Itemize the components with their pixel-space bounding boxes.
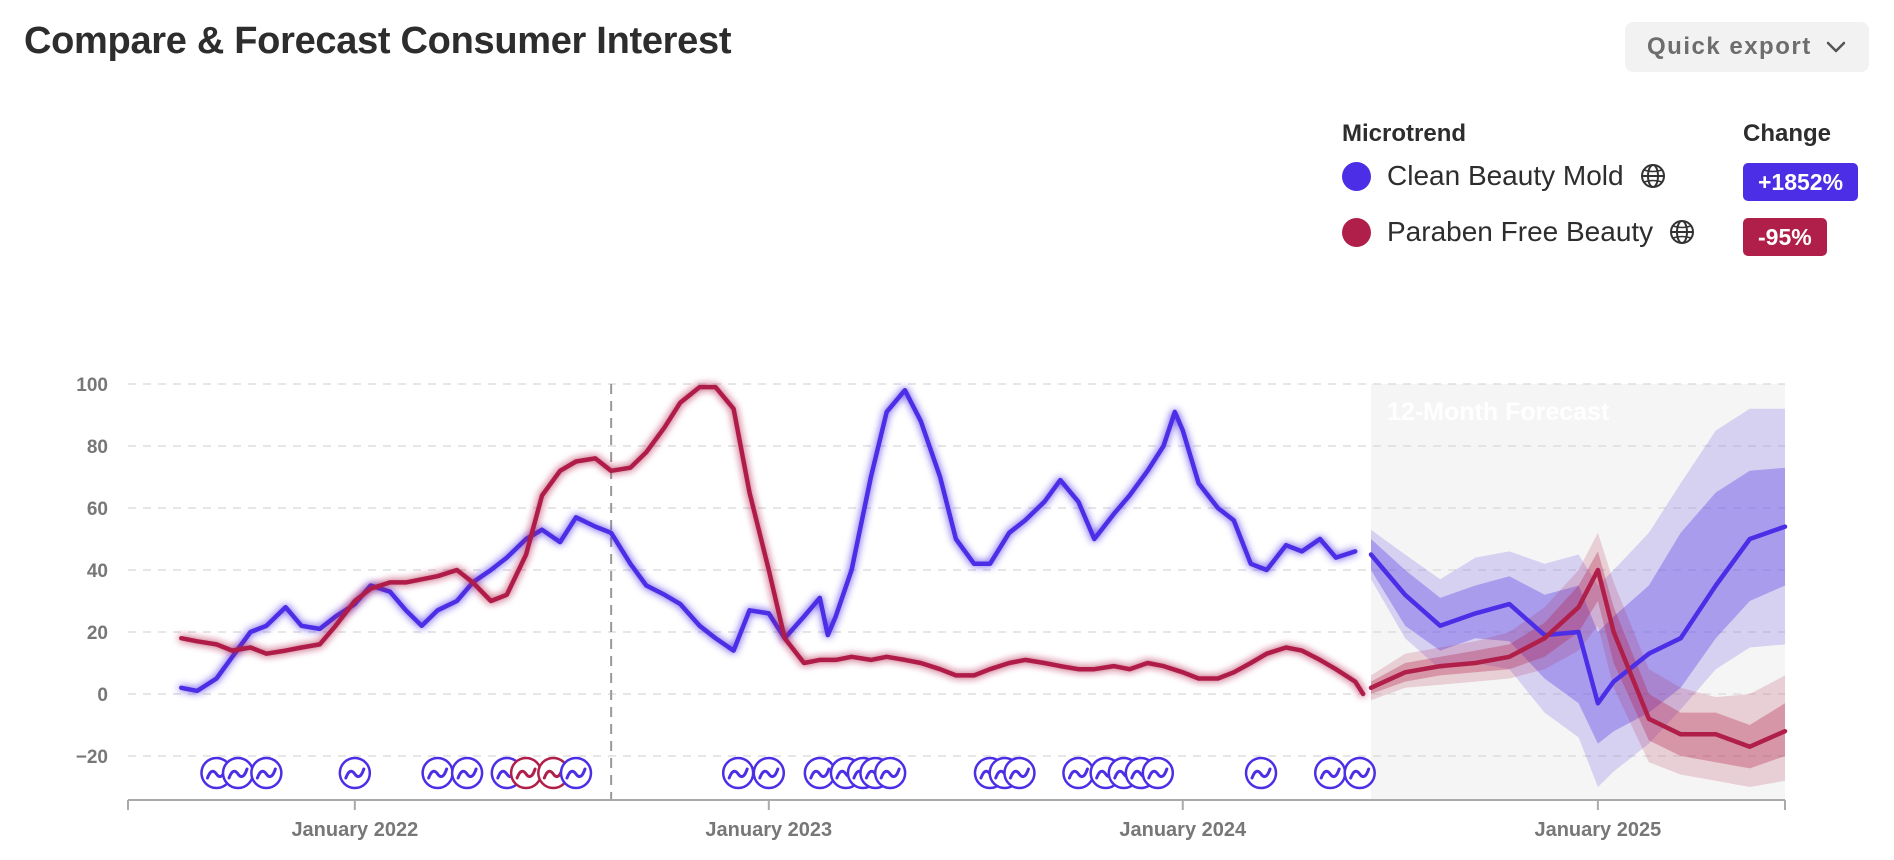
forecast-band-inner: [1371, 551, 1785, 769]
series-line: [179, 384, 1366, 697]
forecast-region: [1371, 384, 1785, 800]
trend-event-marker[interactable]: [1003, 756, 1036, 790]
trend-line-icon: [1008, 767, 1030, 780]
trend-event-marker[interactable]: [873, 756, 907, 790]
legend-change-header: Change: [1743, 120, 1832, 147]
y-tick-label: 60: [87, 499, 108, 520]
trend-line-icon: [809, 767, 831, 780]
trend-event-marker[interactable]: [721, 756, 755, 790]
trend-event-marker[interactable]: [250, 756, 283, 790]
trend-line-icon: [1319, 767, 1341, 780]
legend-item-label: Paraben Free Beauty: [1387, 216, 1654, 247]
trend-event-marker[interactable]: [803, 756, 837, 790]
trend-line-icon: [427, 767, 449, 780]
quick-export-label: Quick export: [1647, 33, 1812, 60]
y-tick-label: 80: [87, 437, 108, 458]
trend-event-marker[interactable]: [559, 756, 593, 790]
trend-line-icon: [758, 767, 780, 780]
trend-event-marker[interactable]: [450, 756, 484, 790]
forecast-band-outer: [1371, 532, 1785, 787]
trend-line-icon: [456, 767, 478, 780]
legend-color-dot: [1342, 217, 1371, 247]
series-line: [179, 387, 1358, 694]
trend-line-icon: [1349, 767, 1371, 780]
trend-event-marker[interactable]: [221, 756, 255, 790]
trend-line-icon: [1250, 767, 1272, 780]
forecast-band-outer: [1371, 408, 1785, 787]
legend-item-paraben-free-beauty[interactable]: Paraben Free Beauty: [1342, 216, 1697, 248]
trend-event-marker[interactable]: [752, 756, 786, 790]
x-tick-label: January 2023: [705, 819, 832, 841]
trend-line-icon: [565, 767, 587, 780]
trend-event-marker[interactable]: [1343, 756, 1376, 790]
change-badge-paraben-free-beauty: -95%: [1743, 218, 1827, 256]
quick-export-button[interactable]: Quick export: [1625, 22, 1869, 72]
trend-line-icon: [227, 767, 249, 780]
y-tick-label: −20: [76, 747, 108, 768]
y-tick-label: 100: [76, 375, 108, 396]
globe-icon[interactable]: [1638, 161, 1668, 191]
trend-line-icon: [1067, 767, 1089, 780]
legend-item-label: Clean Beauty Mold: [1387, 160, 1624, 191]
forecast-line: [1368, 524, 1788, 706]
trend-event-marker[interactable]: [1141, 756, 1175, 790]
trend-event-marker[interactable]: [1313, 756, 1347, 790]
trend-line-icon: [879, 767, 901, 780]
trend-event-marker[interactable]: [421, 756, 454, 790]
forecast-line: [1368, 567, 1788, 749]
change-badge-clean-beauty-mold: +1852%: [1743, 163, 1859, 201]
x-tick-label: January 2022: [291, 819, 418, 841]
x-tick-label: January 2025: [1534, 819, 1661, 841]
y-tick-label: 40: [87, 561, 108, 582]
trend-line-icon: [255, 767, 277, 780]
trend-line-icon: [515, 767, 537, 780]
y-tick-label: 20: [87, 623, 108, 644]
legend-item-clean-beauty-mold[interactable]: Clean Beauty Mold: [1342, 160, 1668, 192]
trend-event-marker[interactable]: [338, 756, 372, 790]
trend-event-marker[interactable]: [509, 756, 543, 790]
forecast-label: 12-Month Forecast: [1387, 398, 1610, 426]
trend-event-marker[interactable]: [1062, 756, 1095, 790]
page-title: Compare & Forecast Consumer Interest: [24, 20, 732, 62]
trend-event-marker[interactable]: [1244, 756, 1278, 790]
globe-icon[interactable]: [1667, 217, 1697, 247]
y-tick-label: 0: [97, 685, 108, 706]
legend-color-dot: [1342, 161, 1371, 191]
trend-line-icon: [1147, 767, 1169, 780]
trend-line-icon: [344, 767, 366, 780]
chevron-down-icon: [1826, 41, 1846, 53]
trend-line-icon: [727, 767, 749, 780]
legend-microtrend-header: Microtrend: [1342, 120, 1467, 147]
x-tick-label: January 2024: [1119, 819, 1247, 841]
